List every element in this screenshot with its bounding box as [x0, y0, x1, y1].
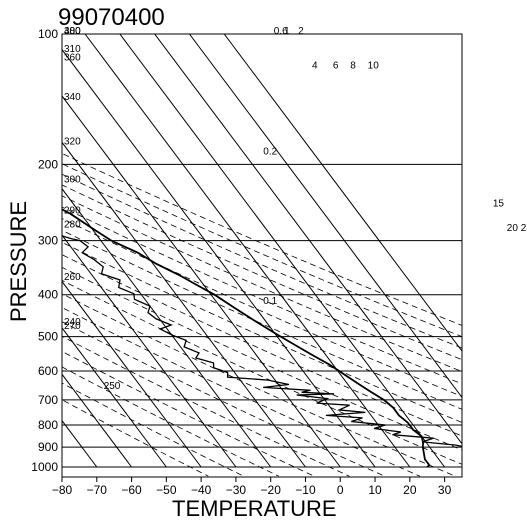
- x-tick-label: −10: [295, 483, 316, 497]
- dry-adiabat-label: 280: [64, 220, 81, 231]
- isotherm-line: [62, 327, 167, 468]
- x-tick-label: 10: [368, 483, 382, 497]
- x-axis-label: TEMPERATURE: [172, 496, 337, 521]
- series-layer: [62, 208, 462, 468]
- y-tick-label: 700: [38, 393, 58, 407]
- dry-adiabat-label: 240: [64, 317, 81, 328]
- dry-adiabat-line: [62, 321, 385, 477]
- mixing-ratio-label: 20: [507, 223, 519, 234]
- y-tick-label: 600: [38, 364, 58, 378]
- isotherm-line: [223, 34, 462, 352]
- dry-adiabat-line: [62, 293, 456, 477]
- x-tick-label: 30: [438, 483, 452, 497]
- chart-title: 99070400: [58, 4, 165, 31]
- dry-adiabat-line: [62, 335, 350, 477]
- dry-adiabat-label: 360: [64, 52, 81, 63]
- y-tick-label: 1000: [31, 460, 58, 474]
- y-tick-label: 400: [38, 288, 58, 302]
- isotherm-line: [119, 34, 446, 468]
- dry-adiabat-label: 310: [64, 44, 81, 55]
- dry-adiabat-label: 340: [64, 92, 81, 103]
- dry-adiabat-line: [62, 173, 462, 349]
- dry-adiabat-line: [62, 382, 244, 477]
- dry-adiabat-line: [62, 254, 462, 437]
- dewpoint-line: [62, 235, 462, 448]
- dry-adiabat-line: [62, 279, 462, 465]
- dry-adiabat-label: 290: [64, 206, 81, 217]
- dry-adiabat-label: 250: [104, 381, 121, 392]
- isotherm-line: [84, 34, 411, 468]
- x-tick-label: 20: [403, 483, 417, 497]
- y-tick-label: 300: [38, 234, 58, 248]
- isotherm-line: [62, 373, 132, 468]
- isotherm-line: [62, 234, 237, 468]
- isotherm-line: [0, 34, 27, 467]
- isotherm-line: [154, 34, 462, 445]
- mixing-ratio-label: 4: [312, 60, 318, 71]
- isotherm-line: [62, 187, 272, 468]
- mixing-ratio-label: 1: [284, 26, 290, 37]
- isotherm-line: [189, 34, 462, 399]
- dry-adiabat-label: 270: [64, 321, 81, 332]
- mixing-ratio-label: 10: [368, 60, 380, 71]
- plot-frame: [61, 33, 463, 478]
- x-tick-label: −30: [226, 483, 247, 497]
- dry-adiabat-label: 320: [64, 137, 81, 148]
- x-tick-label: −60: [121, 483, 142, 497]
- grid-layer: [0, 34, 462, 477]
- mixing-ratio-label: 6: [333, 60, 339, 71]
- x-tick-label: −70: [87, 483, 108, 497]
- dry-adiabat-line: [62, 206, 462, 385]
- dry-adiabat-label: 260: [64, 272, 81, 283]
- y-tick-label: 100: [38, 27, 58, 41]
- dry-adiabat-line: [62, 218, 462, 397]
- dry-adiabat-line: [62, 241, 462, 423]
- y-tick-label: 900: [38, 440, 58, 454]
- dry-adiabat-line: [62, 307, 421, 477]
- dry-adiabat-label: 380: [64, 26, 81, 37]
- temperature-line: [62, 208, 431, 468]
- dry-adiabat-line: [62, 399, 209, 477]
- dry-adiabat-line: [62, 184, 462, 361]
- mixing-ratio-label: 0.2: [263, 147, 277, 158]
- isotherm-line: [62, 280, 202, 468]
- mixing-ratio-label: 2: [298, 26, 304, 37]
- isotherm-line: [62, 95, 341, 468]
- x-tick-label: 0: [337, 483, 344, 497]
- dry-adiabat-label: 300: [64, 174, 81, 185]
- isotherm-line: [62, 48, 376, 468]
- dry-adiabat-line: [62, 229, 462, 410]
- dry-adiabat-line: [62, 195, 462, 373]
- mixing-ratio-label: 15: [493, 198, 505, 209]
- y-tick-label: 200: [38, 157, 58, 171]
- mixing-ratio-label: 8: [350, 60, 356, 71]
- dry-adiabat-label: 400: [64, 26, 81, 37]
- y-tick-label: 500: [38, 330, 58, 344]
- mixing-ratio-label: 0.6: [274, 26, 288, 37]
- x-tick-label: −50: [156, 483, 177, 497]
- mixing-ratio-label: 0.1: [263, 296, 277, 307]
- x-tick-label: −80: [52, 483, 73, 497]
- isotherm-line: [62, 141, 306, 468]
- mixing-ratio-label: 25: [521, 223, 527, 234]
- dry-adiabat-line: [62, 366, 279, 477]
- dry-adiabat-line: [62, 163, 462, 338]
- y-tick-label: 800: [38, 418, 58, 432]
- x-tick-label: −20: [261, 483, 282, 497]
- dry-adiabat-line: [62, 266, 462, 451]
- x-tick-label: −40: [191, 483, 212, 497]
- dry-adiabat-line: [62, 152, 462, 326]
- dry-adiabat-line: [62, 350, 315, 477]
